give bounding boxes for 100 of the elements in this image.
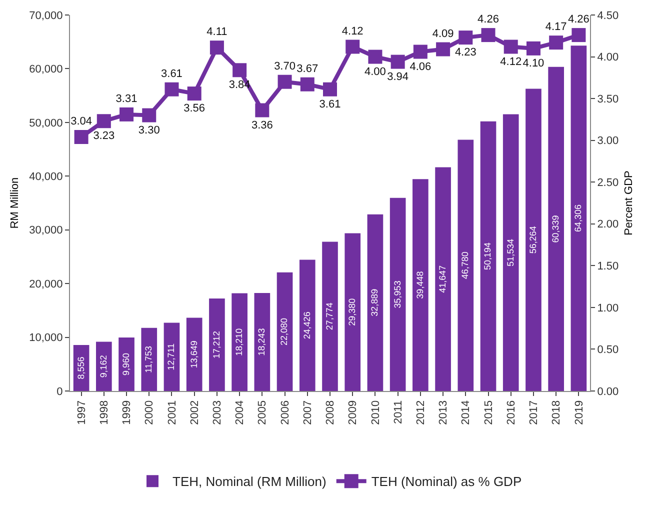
y2-tick-label: 4.50 <box>597 10 619 22</box>
y2-tick-label: 1.00 <box>597 302 619 314</box>
data-label: 50,194 <box>482 242 493 270</box>
point <box>572 28 586 42</box>
x-tick-label: 1997 <box>76 400 88 425</box>
x-tick-label: 2010 <box>370 400 382 425</box>
bar <box>209 298 225 391</box>
y-axis-title: RM Million <box>8 177 21 229</box>
x-tick-label: 2006 <box>279 400 292 425</box>
y-tick-label: 20,000 <box>29 278 63 290</box>
y-tick-label: 60,000 <box>29 64 63 76</box>
point <box>164 82 179 96</box>
data-label: 4.10 <box>522 57 544 70</box>
point <box>390 54 405 69</box>
point <box>413 44 428 59</box>
data-label: 4.09 <box>432 28 454 40</box>
bar <box>118 338 134 391</box>
data-label: 9,162 <box>98 355 108 378</box>
y2-tick-label: 1.50 <box>597 260 619 273</box>
data-label: 4.23 <box>454 46 476 59</box>
data-label: 64,306 <box>573 204 584 232</box>
y2-tick-label: 0.50 <box>597 344 619 356</box>
data-label: 11,753 <box>144 346 154 373</box>
data-label: 3.94 <box>387 70 409 83</box>
data-label: 3.67 <box>296 62 318 75</box>
x-tick-label: 1999 <box>121 400 134 425</box>
bar <box>390 198 406 391</box>
data-label: 27,774 <box>324 302 334 330</box>
legend-label: TEH, Nominal (RM Million) <box>172 474 326 490</box>
point <box>504 40 518 54</box>
x-tick-label: 2002 <box>188 400 201 425</box>
bar <box>254 293 270 391</box>
x-tick-label: 2016 <box>505 400 518 425</box>
data-label: 3.56 <box>184 102 206 115</box>
data-label: 29,380 <box>347 298 358 326</box>
point <box>142 108 156 122</box>
point <box>481 28 496 42</box>
data-label: 39,448 <box>414 271 425 299</box>
x-tick-label: 2019 <box>573 400 586 425</box>
bar <box>322 242 338 391</box>
x-tick-label: 2004 <box>234 400 246 425</box>
x-tick-label: 2007 <box>302 400 314 425</box>
data-label: 17,212 <box>211 331 222 359</box>
bar <box>502 114 519 391</box>
x-tick-label: 2015 <box>482 400 495 425</box>
y-tick-label: 50,000 <box>29 117 63 130</box>
bar <box>96 342 112 391</box>
data-label: 35,953 <box>392 280 402 308</box>
point <box>187 86 202 101</box>
data-label: 3.61 <box>319 98 341 110</box>
point <box>549 36 564 50</box>
data-label: 3.30 <box>138 124 160 136</box>
point <box>300 77 314 92</box>
data-label: 18,243 <box>256 328 267 356</box>
data-label: 4.26 <box>568 14 590 26</box>
y-tick-label: 0 <box>56 386 63 398</box>
data-label: 24,426 <box>302 312 312 340</box>
x-tick-label: 2012 <box>415 400 428 425</box>
y-tick-label: 30,000 <box>29 224 63 237</box>
point <box>526 41 540 56</box>
point <box>96 114 111 128</box>
y-tick-label: 10,000 <box>29 332 63 344</box>
bar <box>480 121 496 391</box>
legend-label: TEH (Nominal) as % GDP <box>371 474 522 490</box>
x-tick-label: 2008 <box>324 400 337 425</box>
data-label: 51,534 <box>505 238 516 266</box>
data-label: 13,649 <box>188 340 199 368</box>
y-tick-label: 70,000 <box>29 10 63 22</box>
data-label: 4.12 <box>500 56 522 68</box>
bar <box>570 46 587 391</box>
data-label: 9,960 <box>120 352 131 376</box>
point <box>458 30 473 45</box>
point <box>255 103 270 118</box>
data-label: 18,210 <box>234 328 244 356</box>
data-label: 4.12 <box>342 25 364 38</box>
y2-tick-label: 0.00 <box>597 386 619 398</box>
x-tick-label: 2000 <box>144 400 156 425</box>
point <box>74 130 88 144</box>
point <box>368 50 382 64</box>
y2-tick-label: 4.00 <box>597 52 619 64</box>
x-tick-label: 2003 <box>212 400 224 425</box>
x-tick-label: 2017 <box>528 400 540 425</box>
bar <box>548 66 564 391</box>
data-label: 3.61 <box>161 68 182 80</box>
x-tick-label: 2018 <box>550 400 563 425</box>
data-label: 3.23 <box>93 130 115 142</box>
data-label: 3.36 <box>251 119 273 132</box>
point <box>120 107 134 122</box>
point <box>232 63 247 78</box>
x-tick-label: 2001 <box>166 400 178 425</box>
bar <box>186 318 202 391</box>
point <box>323 82 337 96</box>
data-label: 3.31 <box>116 92 138 105</box>
data-label: 4.00 <box>364 66 386 78</box>
x-tick-label: 2013 <box>438 400 450 425</box>
y2-tick-label: 3.50 <box>597 93 619 106</box>
y2-tick-label: 3.00 <box>597 135 619 148</box>
bar <box>299 260 316 391</box>
y2-tick-label: 2.00 <box>597 218 619 231</box>
bar <box>164 322 180 391</box>
